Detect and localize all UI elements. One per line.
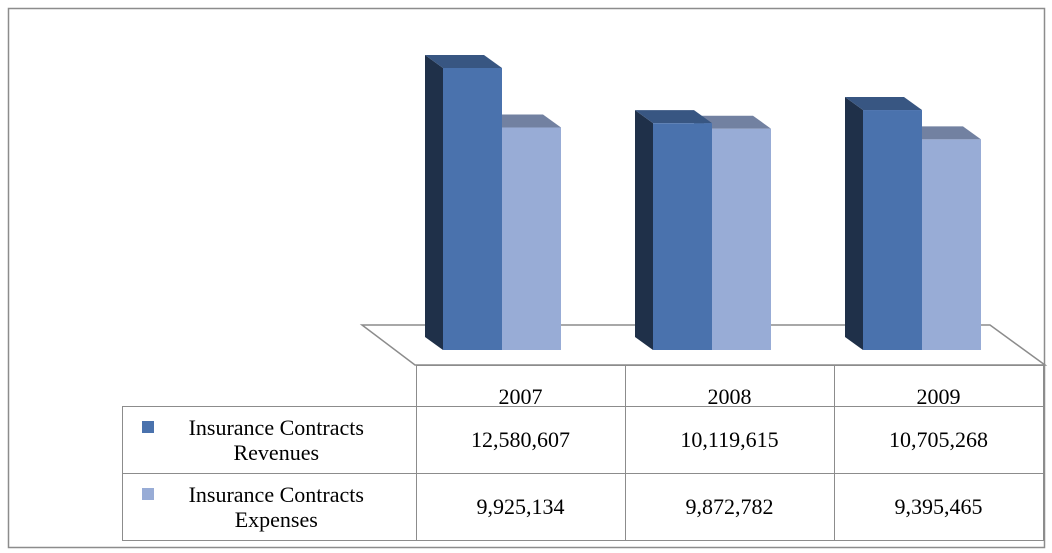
bar-side [845, 97, 863, 350]
legend-item: Insurance Contracts Revenues [123, 415, 416, 465]
table-value: 9,925,134 [415, 473, 626, 541]
bar [443, 68, 502, 350]
legend-swatch [142, 488, 155, 500]
legend-swatch [142, 421, 155, 433]
table-row: Insurance Contracts Expenses 9,925,134 9,8… [122, 473, 1044, 541]
bar-top [694, 115, 771, 129]
table-value: 9,872,782 [624, 473, 835, 541]
bar [502, 127, 561, 351]
bar-top [904, 126, 981, 140]
table-value: 12,580,607 [415, 406, 626, 474]
bar-top [845, 97, 922, 111]
table-row: Insurance Contracts Revenues 12,580,607 10… [122, 406, 1044, 474]
legend-cell: Insurance Contracts Revenues [122, 406, 417, 474]
x-tick-label: 2007 [415, 365, 626, 407]
table-value: 10,705,268 [833, 406, 1044, 474]
bar-side [635, 110, 653, 351]
bar-top [635, 110, 712, 124]
data-table: 2007 2008 2009 Insurance Contracts Revenue… [122, 365, 1044, 541]
bar-side [425, 55, 443, 350]
table-value: 10,119,615 [624, 406, 835, 474]
bar-top [425, 55, 502, 68]
x-tick-label: 2008 [624, 365, 835, 407]
table-value: 9,395,465 [833, 473, 1044, 541]
bar-top [484, 114, 561, 128]
header-row: 2007 2008 2009 [122, 365, 1044, 407]
bar [863, 110, 922, 350]
bar [712, 128, 771, 350]
bar [653, 123, 712, 351]
x-tick-label: 2009 [833, 365, 1044, 407]
legend-label: Insurance Contracts Revenues [188, 415, 364, 465]
legend-item: Insurance Contracts Expenses [123, 482, 416, 532]
legend-cell: Insurance Contracts Expenses [122, 473, 417, 541]
chart-border [7, 7, 1046, 549]
bar [922, 139, 981, 350]
blank-cell [122, 365, 417, 407]
legend-label: Insurance Contracts Expenses [188, 482, 364, 532]
